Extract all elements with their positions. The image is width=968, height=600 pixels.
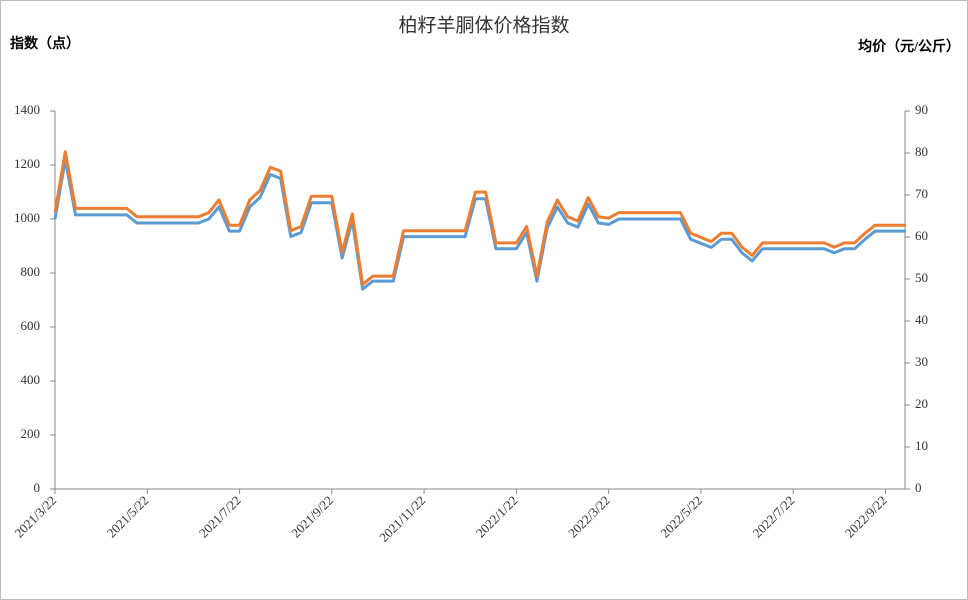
- y-axis-label: 指数（点）: [10, 35, 80, 52]
- y2-tick-label: 30: [915, 354, 928, 369]
- series-line: [53, 150, 906, 286]
- y-tick-label: 800: [21, 264, 41, 279]
- y2-tick-label: 0: [915, 480, 922, 495]
- y2-tick-label: 90: [915, 102, 928, 117]
- y-tick-label: 400: [21, 372, 41, 387]
- y2-tick-label: 10: [915, 438, 928, 453]
- y-tick-label: 1000: [14, 210, 40, 225]
- y-tick-label: 1200: [14, 156, 40, 171]
- y2-tick-label: 80: [915, 144, 928, 159]
- chart-title: 柏籽羊胴体价格指数: [398, 14, 569, 36]
- y2-tick-label: 20: [915, 396, 928, 411]
- y2-tick-label: 50: [915, 270, 928, 285]
- series-line: [53, 158, 906, 291]
- y2-tick-label: 40: [915, 312, 928, 327]
- y-tick-label: 1400: [14, 102, 40, 117]
- y2-tick-label: 60: [915, 228, 928, 243]
- y-tick-label: 200: [21, 426, 41, 441]
- y-tick-label: 600: [21, 318, 41, 333]
- y2-axis-label: 均价（元/公斤）: [858, 38, 960, 55]
- y2-tick-label: 70: [915, 186, 928, 201]
- y-tick-label: 0: [34, 480, 41, 495]
